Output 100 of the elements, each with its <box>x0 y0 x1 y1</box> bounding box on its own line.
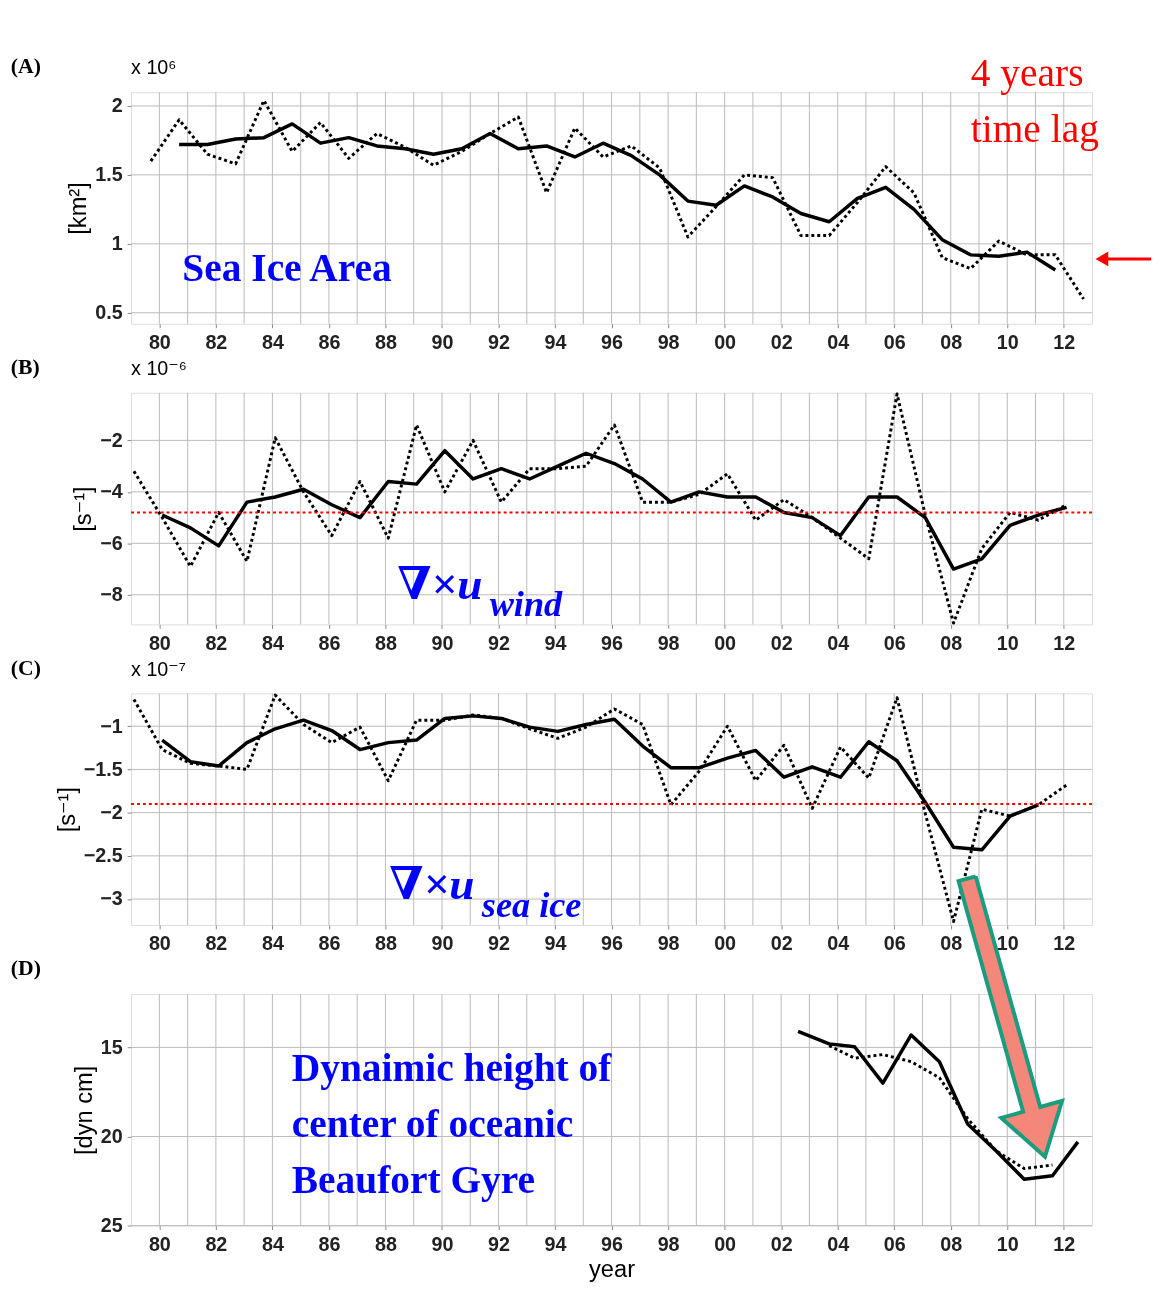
x-tick-label: 06 <box>883 1232 906 1255</box>
x-tick-label: 96 <box>601 330 624 353</box>
x-tick-label: 00 <box>714 631 737 654</box>
x-tick-label: 88 <box>374 330 397 353</box>
x-tick-label: 82 <box>205 631 228 654</box>
x-tick-label: 02 <box>770 631 793 654</box>
chart-title: (A) <box>10 54 41 79</box>
x-tick-label: 96 <box>601 1232 624 1255</box>
x-tick-label: 04 <box>827 1232 850 1255</box>
text: x 10⁻⁶ <box>131 357 187 380</box>
x-tick-label: 84 <box>261 330 284 353</box>
x-tick-label: 00 <box>714 1232 737 1255</box>
text: x 10⁻⁷ <box>131 657 186 680</box>
y-tick-label: −6 <box>100 531 123 554</box>
x-tick-label: 02 <box>770 932 793 955</box>
y-tick-label: −4 <box>100 480 123 503</box>
x-tick-label: 00 <box>714 330 737 353</box>
x-tick-label: 84 <box>261 631 284 654</box>
chart-title: (C) <box>10 655 41 680</box>
y-axis-title: [s⁻¹] <box>70 486 97 532</box>
line-series <box>796 1029 1080 1182</box>
annotation: Sea Ice Area <box>182 246 393 291</box>
x-tick-label: 08 <box>940 932 963 955</box>
x-tick-label: 86 <box>318 1232 341 1255</box>
x-tick-label: 82 <box>205 330 228 353</box>
annotation: Dynaimic height of center of oceanic Beaufort Gyre <box>291 1045 613 1202</box>
x-tick-label: 92 <box>488 1232 510 1255</box>
x-tick-label: 84 <box>261 932 284 955</box>
x-tick-label: 88 <box>374 1232 397 1255</box>
x-tick-label: 90 <box>431 631 454 654</box>
y-axis-title: [dyn cm] <box>70 1065 97 1155</box>
x-tick-label: 88 <box>374 631 397 654</box>
x-tick-label: 80 <box>148 330 171 353</box>
y-tick-label: 0.5 <box>95 301 123 324</box>
x-tick-label: 06 <box>883 932 906 955</box>
x-tick-label: 06 <box>883 330 906 353</box>
x-tick-label: 10 <box>996 330 1019 353</box>
x-tick-label: 94 <box>544 932 567 955</box>
y-tick-label: 1 <box>111 232 123 255</box>
annotation: 4 years time lag <box>970 51 1099 152</box>
x-tick-label: 98 <box>657 330 680 353</box>
x-tick-label: 12 <box>1053 932 1076 955</box>
x-tick-label: 98 <box>657 631 680 654</box>
chart-title: (D) <box>10 956 41 981</box>
chart-title: (B) <box>10 355 40 380</box>
x-tick-label: 96 <box>601 932 624 955</box>
line-series <box>160 714 1041 852</box>
x-tick-label: 80 <box>148 631 171 654</box>
x-tick-label: 80 <box>148 932 171 955</box>
y-tick-label: −2 <box>100 801 123 824</box>
y-tick-label: 1.5 <box>95 163 123 186</box>
x-tick-label: 92 <box>488 330 510 353</box>
x-tick-label: 06 <box>883 631 906 654</box>
x-tick-label: 08 <box>940 631 963 654</box>
x-tick-label: 98 <box>657 932 680 955</box>
x-tick-label: 94 <box>544 330 567 353</box>
y-tick-label: −1.5 <box>83 757 123 780</box>
x-tick-label: 10 <box>996 1232 1019 1255</box>
x-tick-label: 86 <box>318 932 341 955</box>
x-tick-label: 00 <box>714 932 737 955</box>
x-tick-label: 80 <box>148 1232 171 1255</box>
x-tick-label: 12 <box>1053 330 1076 353</box>
x-tick-label: 94 <box>544 631 567 654</box>
y-tick-label: −1 <box>100 714 123 737</box>
x-tick-label: 90 <box>431 330 454 353</box>
x-tick-label: 92 <box>488 631 510 654</box>
x-tick-label: 08 <box>940 330 963 353</box>
text: x 10⁶ <box>131 56 177 79</box>
x-tick-label: 94 <box>544 1232 567 1255</box>
x-tick-label: 04 <box>827 631 850 654</box>
x-tick-label: 10 <box>996 932 1019 955</box>
x-tick-label: 08 <box>940 1232 963 1255</box>
line-series <box>132 693 1069 924</box>
x-tick-label: 98 <box>657 1232 680 1255</box>
x-tick-label: 90 <box>431 1232 454 1255</box>
y-tick-label: −2.5 <box>83 844 123 867</box>
y-tick-label: 15 <box>100 1035 123 1058</box>
x-tick-label: 02 <box>770 330 793 353</box>
line-series <box>827 1044 1054 1171</box>
x-tick-label: 04 <box>827 932 850 955</box>
x-tick-label: 86 <box>318 330 341 353</box>
y-tick-label: 20 <box>100 1124 123 1147</box>
x-tick-label: 82 <box>205 932 228 955</box>
x-tick-label: 04 <box>827 330 850 353</box>
y-tick-label: −3 <box>100 887 123 910</box>
y-tick-label: −2 <box>100 428 123 451</box>
x-tick-label: 02 <box>770 1232 793 1255</box>
x-tick-label: 92 <box>488 932 510 955</box>
x-tick-label: 12 <box>1053 631 1076 654</box>
y-tick-label: 2 <box>111 94 123 117</box>
y-tick-label: 25 <box>100 1214 123 1237</box>
x-tick-label: 82 <box>205 1232 228 1255</box>
x-tick-label: 90 <box>431 932 454 955</box>
y-axis-title: [s⁻¹] <box>53 787 80 833</box>
y-axis-title: [km²] <box>65 182 92 235</box>
x-tick-label: 86 <box>318 631 341 654</box>
x-axis-title: year <box>589 1256 636 1283</box>
x-tick-label: 10 <box>996 631 1019 654</box>
x-tick-label: 12 <box>1053 1232 1076 1255</box>
x-tick-label: 88 <box>374 932 397 955</box>
